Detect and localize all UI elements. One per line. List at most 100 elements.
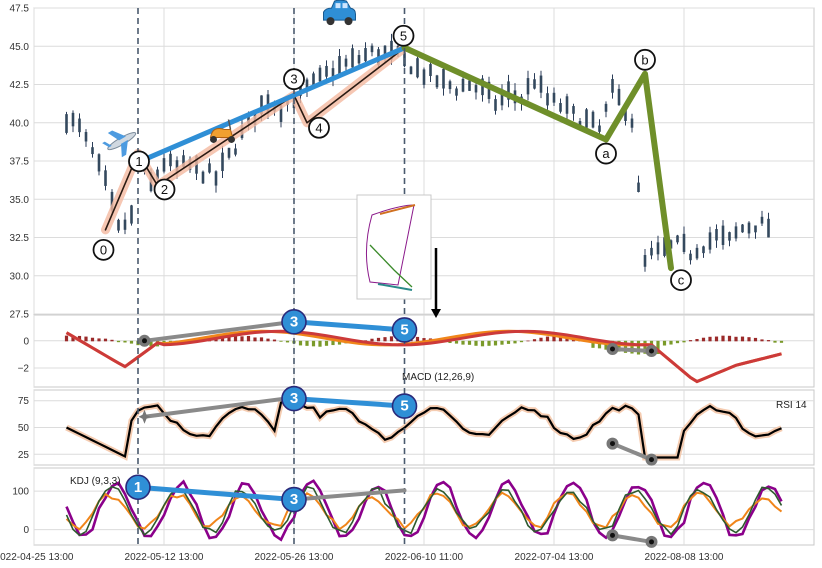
candle-body [676,235,679,243]
divergence-dot-center [649,348,654,354]
macd-hist-bar [454,340,459,344]
macd-hist-bar [272,339,277,342]
macd-hist-bar [298,340,303,346]
macd-hist-bar [591,340,595,348]
macd-hist-bar [532,339,537,342]
candle-body [91,147,94,155]
candle-body [546,93,549,106]
macd-hist-bar [246,335,251,342]
candle-body [201,171,205,184]
candle-body [754,225,757,233]
macd-hist-bar [513,340,517,344]
candle-body [318,67,322,82]
macd-hist-bar [779,340,784,343]
kdj-grey-line [610,533,654,544]
macd-hist-bar [604,340,608,350]
candle-body [572,106,575,114]
macd-hist-bar [474,340,478,346]
rsi-annotation: RSI 14 [776,400,807,411]
macd-hist-bar [500,340,504,345]
macd-hist-bar [493,340,498,346]
candle-body [669,240,673,249]
candle-body [182,155,185,167]
candle-body [78,118,81,133]
candle-body [533,79,536,89]
macd-hist-bar [623,340,628,353]
rsi-star-marker [138,409,151,424]
divergence-badge-label: 3 [290,313,298,330]
candle-body [325,65,328,77]
candle-body [617,88,621,106]
candle-body [715,229,718,241]
divergence-dot-center [649,539,654,545]
y-tick-label: 32.5 [10,233,30,244]
macd-grey-line [142,319,296,343]
candle-body [708,232,712,250]
divergence-dot-center [142,338,147,344]
kdj-grey-line [292,488,407,502]
candle-body [409,66,413,75]
candle-body [604,103,608,112]
wave-label: 3 [290,72,297,87]
divergence-badge [125,474,151,501]
pointer-arrowhead [431,309,441,318]
macd-hist-bar [760,339,764,342]
candle-body [630,118,634,128]
divergence-badge-label: 3 [290,390,298,407]
candle-body [130,205,133,224]
macd-hist-bar [701,337,706,342]
scooter-icon [209,119,235,143]
candle-body [487,81,491,99]
y-tick-label: 27.5 [10,310,30,321]
candle-body [221,152,224,172]
macd-hist-bar [675,340,680,344]
candle-body [760,216,764,224]
divergence-badge-label: 3 [290,491,298,508]
macd-hist-bar [116,340,121,343]
macd-hist-bar [630,340,634,354]
plane-tail [102,141,112,148]
kdj-k-line [65,485,783,537]
candle-body [435,75,439,88]
y-tick-label: 45.0 [10,42,30,53]
wave-label: 4 [315,120,322,135]
thumbnail-curve [377,283,413,291]
candle-body [383,45,387,58]
divergence-badge-label: 5 [400,398,408,415]
wave-label-circle [634,48,656,71]
wave-label-circle [283,68,305,91]
candle-body [351,48,354,68]
macd-hist-bar [129,340,134,344]
candle-body [247,114,250,124]
macd-hist-bar [656,340,660,355]
candle-body [422,69,426,85]
x-tick-label: 2022-05-12 13:00 [125,552,204,563]
candle-body [338,56,341,75]
macd-hist-bar [149,340,153,347]
candle-body [214,171,218,186]
candle-body [461,78,465,92]
macd-hist-bar [461,340,465,345]
car-wheel [344,17,353,26]
wave-label: a [602,146,610,161]
macd-hist-bar [305,340,309,346]
wave-label-circle [670,269,692,292]
rsi-grey-line [610,441,654,462]
candle-body [494,99,497,111]
candle-body [656,242,660,255]
macd-hist-bar [324,340,329,346]
macd-hist-bar [708,336,712,342]
y-tick-label: 42.5 [10,80,30,91]
macd-hist-bar [227,336,231,342]
y-tick-label: 0 [23,336,29,347]
macd-hist-bar [721,335,725,342]
macd-hist-bar [643,340,647,354]
x-tick-label: 2022-08-08 13:00 [645,552,724,563]
thumbnail-curve [369,244,413,288]
y-tick-label: 0 [23,525,29,536]
rsi-divergence-line [291,396,407,409]
wave-label: 1 [135,154,142,169]
macd-hist-bar [331,340,335,346]
candle-body [97,154,101,172]
candle-body [71,112,75,127]
